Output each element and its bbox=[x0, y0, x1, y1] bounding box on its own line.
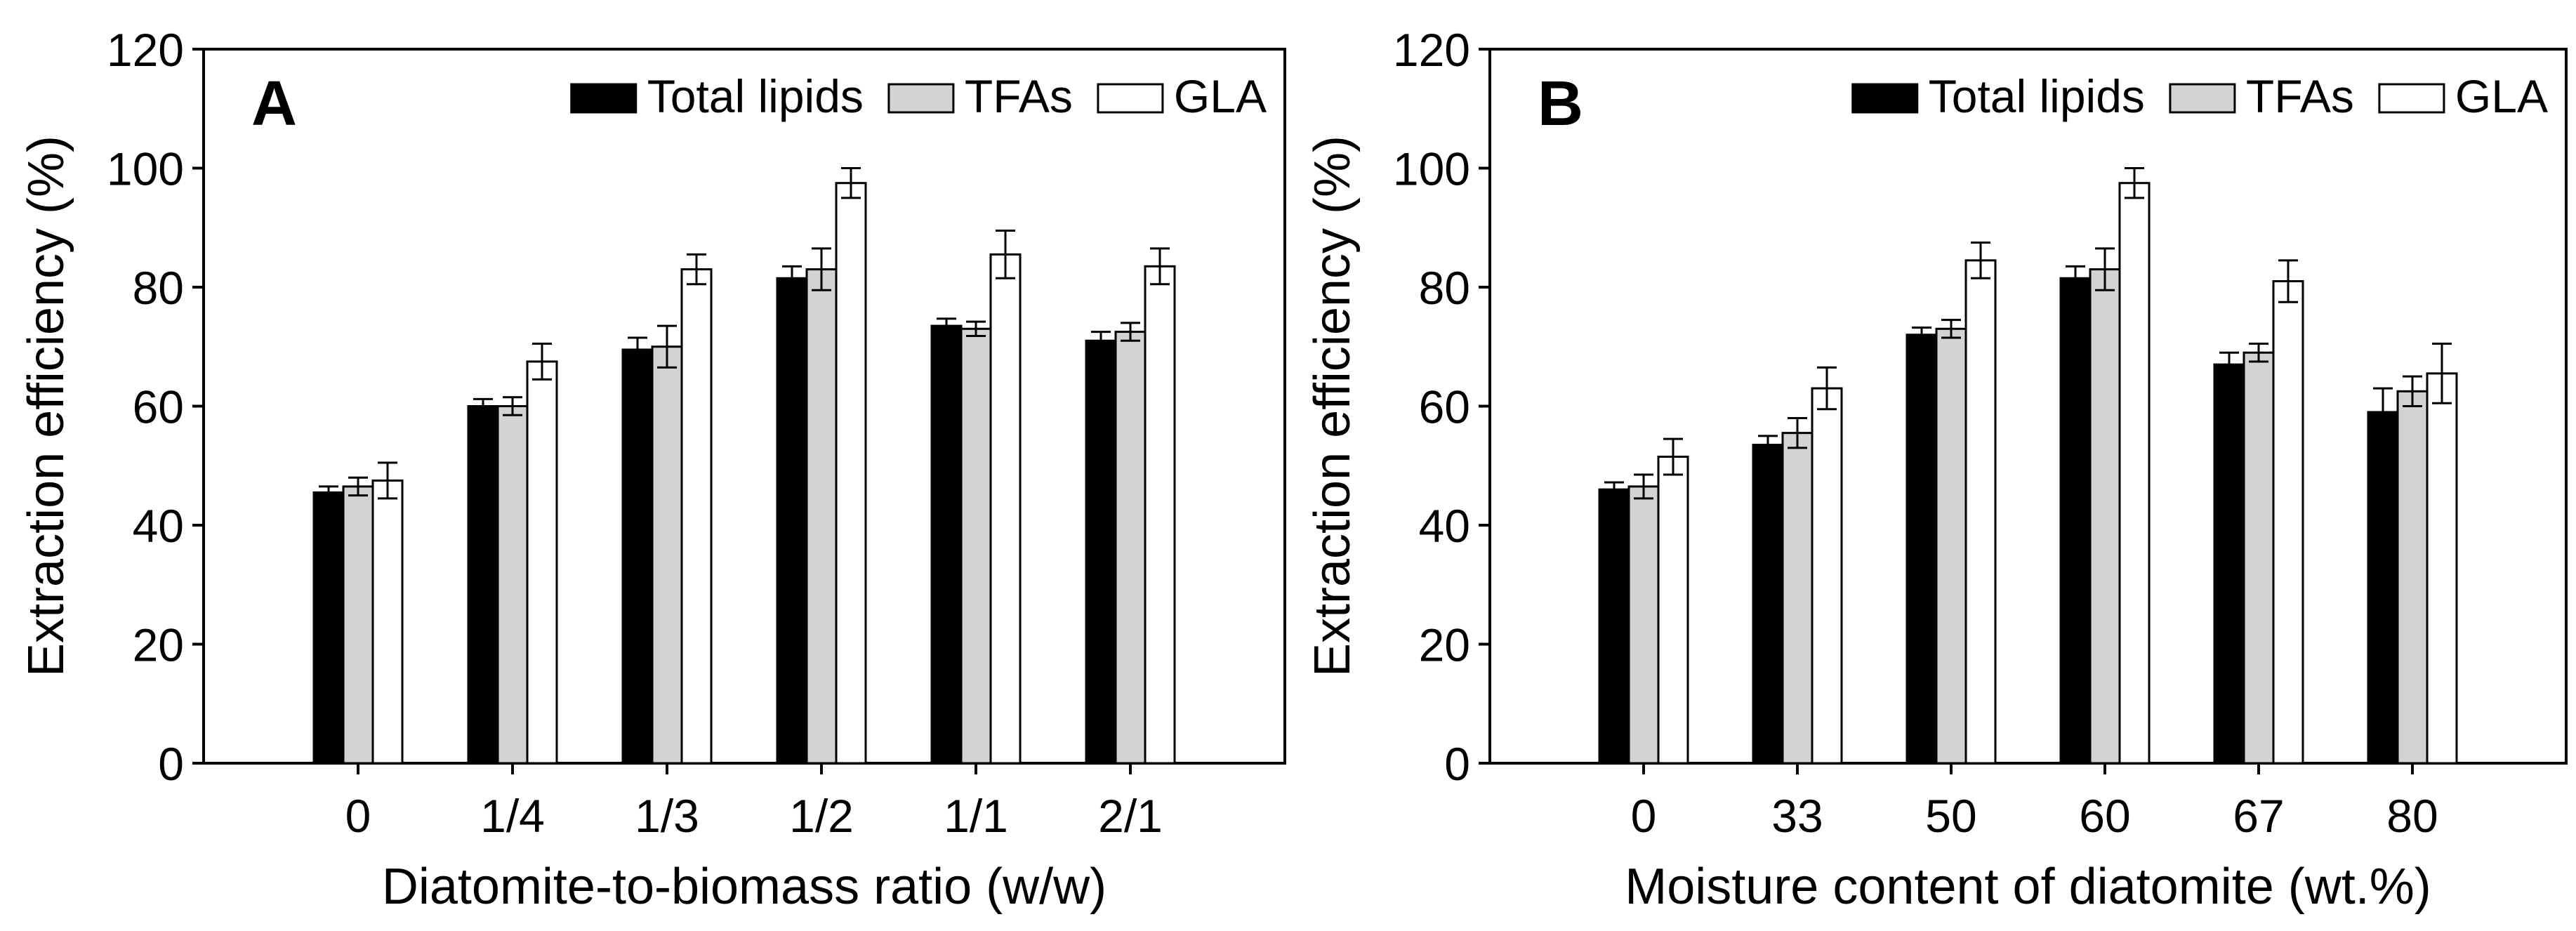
bar bbox=[1781, 432, 1814, 765]
y-tick-label: 60 bbox=[1419, 381, 1470, 433]
legend-label: Total lipids bbox=[647, 70, 864, 122]
bar bbox=[680, 268, 713, 765]
legend-label: TFAs bbox=[2246, 70, 2354, 122]
legend-label: Total lipids bbox=[1929, 70, 2145, 122]
bar bbox=[2426, 372, 2458, 765]
bar bbox=[312, 491, 345, 765]
bar bbox=[2243, 351, 2275, 765]
bar bbox=[371, 479, 404, 765]
bar bbox=[1811, 387, 1843, 765]
bar bbox=[989, 253, 1022, 765]
y-tick-label: 80 bbox=[133, 262, 184, 314]
legend-label: GLA bbox=[1174, 70, 1267, 122]
legend-swatch bbox=[1851, 83, 1919, 114]
y-tick-label: 0 bbox=[158, 738, 184, 790]
bar bbox=[2213, 363, 2245, 765]
bar bbox=[526, 360, 558, 765]
bar bbox=[1085, 339, 1117, 765]
bar bbox=[651, 345, 683, 765]
legend-swatch bbox=[887, 83, 955, 114]
bar bbox=[2089, 268, 2121, 765]
panel-label: B bbox=[1538, 69, 1583, 139]
y-tick-label: 40 bbox=[133, 500, 184, 552]
bar bbox=[805, 268, 838, 765]
y-axis-label: Extraction efficiency (%) bbox=[18, 136, 74, 677]
legend-label: TFAs bbox=[965, 70, 1073, 122]
bar bbox=[1905, 334, 1938, 765]
x-tick-label: 1/2 bbox=[789, 790, 854, 842]
bar bbox=[960, 327, 992, 765]
bar bbox=[2396, 390, 2429, 765]
bar bbox=[1657, 456, 1689, 765]
x-tick-label: 67 bbox=[2233, 790, 2284, 842]
bar bbox=[1935, 327, 1967, 765]
bar bbox=[1114, 331, 1147, 765]
x-axis-label: Moisture content of diatomite (wt.%) bbox=[1625, 859, 2431, 915]
bar bbox=[467, 405, 499, 765]
bar bbox=[342, 485, 374, 765]
bar bbox=[776, 277, 808, 765]
legend-swatch bbox=[2169, 83, 2236, 114]
legend: GLA TFAs Total lipids bbox=[1851, 70, 2548, 122]
x-tick-label: 60 bbox=[2079, 790, 2130, 842]
chart-panel-b: 0 20 40 60 80 100 120 Extraction efficiency (%)… bbox=[1304, 24, 2568, 915]
legend-label: GLA bbox=[2455, 70, 2548, 122]
x-tick-label: 1/4 bbox=[480, 790, 545, 842]
y-tick-label: 100 bbox=[1393, 143, 1470, 195]
bar bbox=[496, 405, 529, 765]
y-axis-label: Extraction efficiency (%) bbox=[1304, 136, 1361, 677]
y-tick-label: 80 bbox=[1419, 262, 1470, 314]
bar bbox=[621, 348, 654, 765]
bar bbox=[1598, 488, 1630, 765]
x-tick-label: 50 bbox=[1925, 790, 1976, 842]
x-tick-label: 80 bbox=[2386, 790, 2438, 842]
legend-swatch bbox=[570, 83, 638, 114]
bar bbox=[1627, 485, 1660, 765]
x-tick-label: 0 bbox=[345, 790, 371, 842]
panel-label: A bbox=[251, 69, 297, 139]
y-tick-label: 40 bbox=[1419, 500, 1470, 552]
bar bbox=[1144, 265, 1176, 765]
y-tick-label: 120 bbox=[1393, 24, 1470, 76]
x-tick-label: 0 bbox=[1631, 790, 1657, 842]
x-tick-label: 33 bbox=[1771, 790, 1823, 842]
chart-panel-a: 0 20 40 60 80 100 120 Extraction efficiency (%)… bbox=[18, 24, 1286, 915]
bar bbox=[2118, 182, 2151, 765]
y-tick-label: 100 bbox=[107, 143, 184, 195]
bar bbox=[2367, 411, 2399, 765]
y-tick-label: 20 bbox=[1419, 619, 1470, 671]
bar bbox=[1752, 444, 1784, 765]
x-axis-label: Diatomite-to-biomass ratio (w/w) bbox=[382, 859, 1107, 915]
legend: GLA TFAs Total lipids bbox=[570, 70, 1267, 122]
y-tick-label: 0 bbox=[1444, 738, 1470, 790]
y-tick-label: 20 bbox=[133, 619, 184, 671]
y-tick-label: 120 bbox=[107, 24, 184, 76]
y-tick-label: 60 bbox=[133, 381, 184, 433]
legend-swatch bbox=[1097, 83, 1164, 114]
bar bbox=[2272, 280, 2304, 765]
bar bbox=[930, 324, 963, 765]
bar bbox=[1964, 259, 1997, 765]
x-tick-label: 1/3 bbox=[635, 790, 699, 842]
x-tick-label: 1/1 bbox=[944, 790, 1008, 842]
legend-swatch bbox=[2378, 83, 2445, 114]
x-tick-label: 2/1 bbox=[1098, 790, 1163, 842]
bar bbox=[2059, 277, 2092, 765]
bar bbox=[835, 182, 867, 765]
